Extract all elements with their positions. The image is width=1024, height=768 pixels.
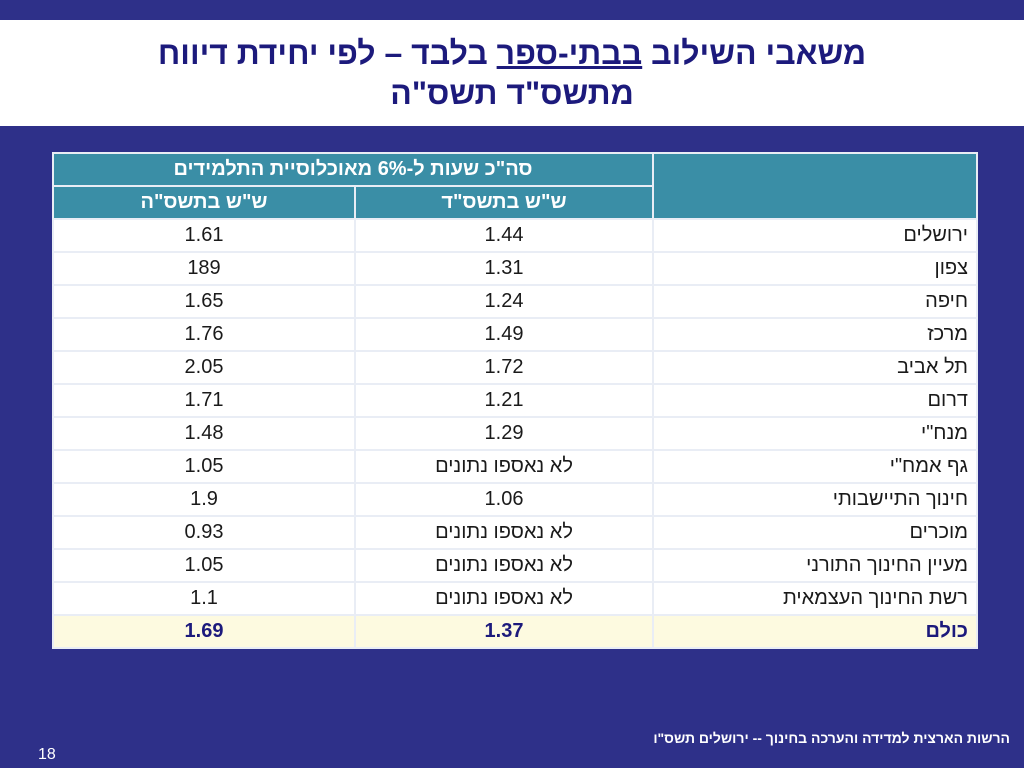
tashsah-cell: 2.05 [52,350,356,385]
tashsah-cell: 1.61 [52,218,356,253]
table-row: מוכרים לא נאספו נתונים 0.93 [52,515,978,550]
table-row: מרכז 1.49 1.76 [52,317,978,352]
title-part-1: משאבי השילוב [642,35,867,71]
col-header-tashsad: ש"ש בתשס"ד [354,185,654,220]
table-body: ירושלים 1.44 1.61 צפון 1.31 189 חיפה 1.24 1.65 מר… [52,218,978,649]
region-cell: מרכז [652,317,978,352]
total-row: כולם 1.37 1.69 [52,614,978,649]
tashsad-cell: לא נאספו נתונים [354,581,654,616]
table-row: מנח"י 1.29 1.48 [52,416,978,451]
table-row: חיפה 1.24 1.65 [52,284,978,319]
table-row: צפון 1.31 189 [52,251,978,286]
tashsad-cell: 1.31 [354,251,654,286]
table-row: גף אמח"י לא נאספו נתונים 1.05 [52,449,978,484]
tashsad-cell: לא נאספו נתונים [354,449,654,484]
data-table-wrap: סה"כ שעות ל-6% מאוכלוסיית התלמידים ש"ש ב… [52,152,978,649]
tashsah-cell: 0.93 [52,515,356,550]
region-cell: תל אביב [652,350,978,385]
group-header: סה"כ שעות ל-6% מאוכלוסיית התלמידים [52,152,654,187]
col-header-tashsah: ש"ש בתשס"ה [52,185,356,220]
tashsah-cell: 1.48 [52,416,356,451]
page-number: 18 [38,746,56,763]
tashsad-cell: 1.37 [354,614,654,649]
tashsah-cell: 1.76 [52,317,356,352]
title-band: משאבי השילוב בבתי-ספר בלבד – לפי יחידת ד… [0,20,1024,126]
tashsad-cell: 1.24 [354,284,654,319]
table-row: מעיין החינוך התורני לא נאספו נתונים 1.05 [52,548,978,583]
tashsah-cell: 1.65 [52,284,356,319]
tashsah-cell: 1.69 [52,614,356,649]
tashsah-cell: 1.1 [52,581,356,616]
tashsad-cell: 1.21 [354,383,654,418]
footer-text: הרשות הארצית למדידה והערכה בחינוך -- ירו… [653,730,1010,746]
region-cell: כולם [652,614,978,649]
region-cell: רשת החינוך העצמאית [652,581,978,616]
tashsad-cell: 1.49 [354,317,654,352]
region-cell: חיפה [652,284,978,319]
tashsad-cell: 1.44 [354,218,654,253]
tashsad-cell: 1.72 [354,350,654,385]
table-row: ירושלים 1.44 1.61 [52,218,978,253]
region-cell: צפון [652,251,978,286]
region-cell: מנח"י [652,416,978,451]
slide-title-line-1: משאבי השילוב בבתי-ספר בלבד – לפי יחידת ד… [158,33,866,73]
title-part-2: בלבד – לפי יחידת דיווח [157,35,497,71]
table-row: תל אביב 1.72 2.05 [52,350,978,385]
table-row: רשת החינוך העצמאית לא נאספו נתונים 1.1 [52,581,978,616]
corner-header [652,152,978,220]
region-cell: מעיין החינוך התורני [652,548,978,583]
table-row: דרום 1.21 1.71 [52,383,978,418]
title-underlined: בבתי-ספר [496,35,643,71]
data-table: סה"כ שעות ל-6% מאוכלוסיית התלמידים ש"ש ב… [52,152,978,649]
tashsad-cell: לא נאספו נתונים [354,548,654,583]
tashsah-cell: 1.05 [52,548,356,583]
table-row: חינוך התיישבותי 1.06 1.9 [52,482,978,517]
region-cell: ירושלים [652,218,978,253]
region-cell: חינוך התיישבותי [652,482,978,517]
tashsad-cell: לא נאספו נתונים [354,515,654,550]
tashsad-cell: 1.29 [354,416,654,451]
tashsad-cell: 1.06 [354,482,654,517]
tashsah-cell: 1.05 [52,449,356,484]
tashsah-cell: 1.71 [52,383,356,418]
tashsah-cell: 1.9 [52,482,356,517]
region-cell: דרום [652,383,978,418]
region-cell: מוכרים [652,515,978,550]
region-cell: גף אמח"י [652,449,978,484]
tashsah-cell: 189 [52,251,356,286]
slide-title-line-2: מתשס"ד תשס"ה [390,75,634,111]
